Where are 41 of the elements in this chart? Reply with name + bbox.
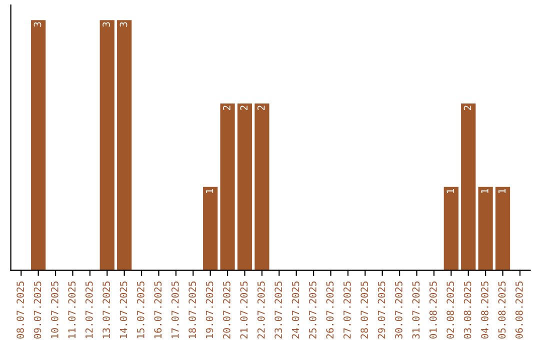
x-tick-label: 12.07.2025	[85, 281, 93, 338]
data-label: 1	[446, 188, 454, 193]
x-tick-label: 17.07.2025	[171, 281, 179, 338]
x-tick-label: 03.08.2025	[464, 281, 472, 339]
data-label: 3	[102, 22, 110, 27]
x-tick-label: 02.08.2025	[446, 281, 454, 339]
x-tick-label: 01.08.2025	[429, 281, 437, 339]
data-label: 2	[240, 106, 248, 110]
data-label: 1	[498, 188, 506, 193]
x-tick-label: 04.08.2025	[481, 281, 488, 339]
data-label: 2	[223, 106, 230, 110]
x-tick-label: 08.07.2025	[16, 281, 24, 339]
x-tick-label: 15.07.2025	[137, 281, 144, 338]
x-tick-label: 10.07.2025	[51, 281, 58, 338]
x-tick-label: 23.07.2025	[274, 281, 282, 339]
x-tick-label: 06.08.2025	[515, 281, 523, 339]
x-tick-label: 24.07.2025	[292, 281, 300, 339]
x-tick-label: 09.07.2025	[34, 281, 42, 339]
x-tick-label: 16.07.2025	[154, 281, 162, 338]
x-tick-label: 27.07.2025	[343, 281, 351, 339]
x-tick-label: 18.07.2025	[188, 281, 196, 338]
x-tick-label: 13.07.2025	[102, 281, 110, 338]
data-label: 3	[120, 22, 128, 27]
data-label: 2	[257, 106, 265, 110]
x-tick-label: 31.07.2025	[412, 281, 420, 339]
x-tick-label: 26.07.2025	[326, 281, 334, 339]
x-tick-label: 21.07.2025	[240, 281, 248, 339]
x-tick-label: 20.07.2025	[223, 281, 230, 339]
data-label: 3	[34, 22, 42, 27]
x-tick-label: 30.07.2025	[395, 281, 402, 339]
data-label: 1	[206, 188, 214, 193]
x-tick-label: 05.08.2025	[498, 281, 506, 339]
data-label: 1	[481, 188, 488, 193]
x-tick-label: 22.07.2025	[257, 281, 265, 339]
x-tick-label: 14.07.2025	[120, 281, 128, 338]
x-tick-label: 25.07.2025	[309, 281, 316, 339]
x-tick-label: 19.07.2025	[206, 281, 214, 338]
x-tick-label: 11.07.2025	[68, 281, 76, 338]
x-tick-label: 28.07.2025	[360, 281, 368, 339]
data-label: 2	[464, 106, 472, 110]
x-tick-label: 29.07.2025	[378, 281, 386, 339]
